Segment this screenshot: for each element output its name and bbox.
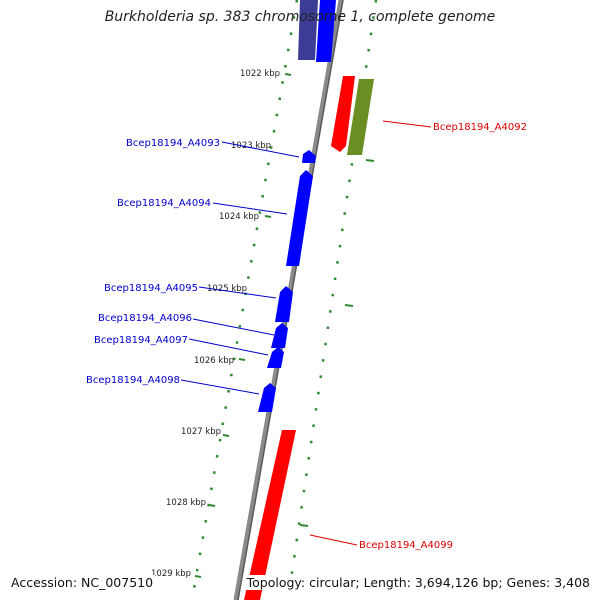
kbp-label-1024: 1024 kbp — [219, 212, 259, 222]
gene-label-a4098[interactable]: Bcep18194_A4098 — [86, 375, 180, 386]
gene-label-a4099[interactable]: Bcep18194_A4099 — [359, 540, 453, 551]
kbp-label-1028: 1028 kbp — [166, 498, 206, 508]
gene-label-a4092[interactable]: Bcep18194_A4092 — [433, 122, 527, 133]
kbp-label-1025: 1025 kbp — [207, 284, 247, 294]
kbp-label-1029: 1029 kbp — [151, 569, 191, 579]
gene-label-a4097[interactable]: Bcep18194_A4097 — [94, 335, 188, 346]
gene-a4097 — [267, 347, 284, 368]
leader-lines — [180, 120, 432, 546]
gene-label-a4094[interactable]: Bcep18194_A4094 — [117, 198, 211, 209]
gene-a4099 — [244, 430, 296, 600]
gene-a4092 — [331, 76, 355, 152]
gene-a4095 — [275, 286, 293, 322]
topology-text: Topology: circular; Length: 3,694,126 bp… — [244, 575, 592, 590]
reverse-genes — [258, 0, 336, 412]
kbp-label-1022: 1022 kbp — [240, 69, 280, 79]
gene-a4096 — [271, 323, 288, 348]
gene-label-a4093[interactable]: Bcep18194_A4093 — [126, 138, 220, 149]
gene-label-a4096[interactable]: Bcep18194_A4096 — [98, 313, 192, 324]
kbp-label-1027: 1027 kbp — [181, 427, 221, 437]
gene-green — [347, 79, 374, 155]
kbp-labels: 1022 kbp 1023 kbp 1024 kbp 1025 kbp 1026… — [151, 69, 280, 579]
gene-blue-top — [316, 0, 336, 62]
gene-a4094 — [286, 170, 313, 266]
gene-labels: Bcep18194_A4092 Bcep18194_A4093 Bcep1819… — [86, 122, 527, 551]
gene-a4093 — [302, 150, 316, 163]
major-ticks — [194, 73, 375, 578]
accession-text: Accession: NC_007510 — [9, 575, 156, 590]
map-title: Burkholderia sp. 383 chromosome 1, compl… — [104, 9, 496, 25]
forward-genes — [244, 76, 374, 600]
kbp-label-1023: 1023 kbp — [231, 141, 271, 151]
gene-dim-top — [298, 0, 318, 60]
gene-a4098 — [258, 383, 276, 412]
kbp-label-1026: 1026 kbp — [194, 356, 234, 366]
gene-label-a4095[interactable]: Bcep18194_A4095 — [104, 283, 198, 294]
